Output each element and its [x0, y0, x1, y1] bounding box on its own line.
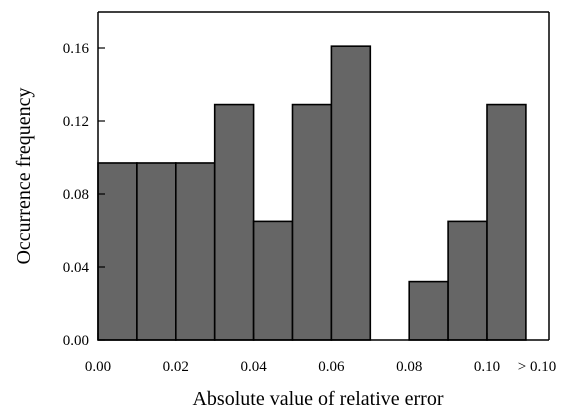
- x-axis-ticks: 0.00 0.02 0.04 0.06 0.08 0.10: [85, 333, 500, 375]
- y-axis-title: Occurrence frequency: [13, 87, 35, 264]
- y-tick-label: 0.00: [63, 333, 89, 349]
- x-tick-label: 0.02: [163, 359, 189, 375]
- histogram-bar: [486, 103, 527, 341]
- bars-group: [97, 45, 527, 341]
- histogram-bar: [408, 280, 449, 341]
- y-tick-label: 0.16: [63, 41, 90, 57]
- x-tick-label: 0.00: [85, 359, 111, 375]
- histogram-bar: [291, 103, 333, 341]
- x-tick-label: 0.10: [474, 359, 500, 375]
- y-tick-label: 0.04: [63, 260, 90, 276]
- histogram-bar: [330, 45, 372, 341]
- histogram-bar: [136, 162, 177, 341]
- x-tick-label: 0.06: [318, 359, 345, 375]
- histogram-bar: [213, 103, 255, 341]
- x-tick-label: 0.08: [396, 359, 422, 375]
- x-tick-label: 0.04: [240, 359, 267, 375]
- histogram-bar: [175, 162, 216, 341]
- y-tick-label: 0.08: [63, 187, 89, 203]
- y-tick-label: 0.12: [63, 114, 89, 130]
- x-axis-title: Absolute value of relative error: [192, 388, 443, 410]
- histogram-bar: [447, 220, 488, 341]
- histogram-bar: [97, 162, 138, 341]
- histogram-bar: [252, 220, 294, 341]
- x-overflow-tick-label: > 0.10: [518, 359, 556, 375]
- y-axis-ticks: 0.00 0.04 0.08 0.12 0.16: [63, 41, 105, 349]
